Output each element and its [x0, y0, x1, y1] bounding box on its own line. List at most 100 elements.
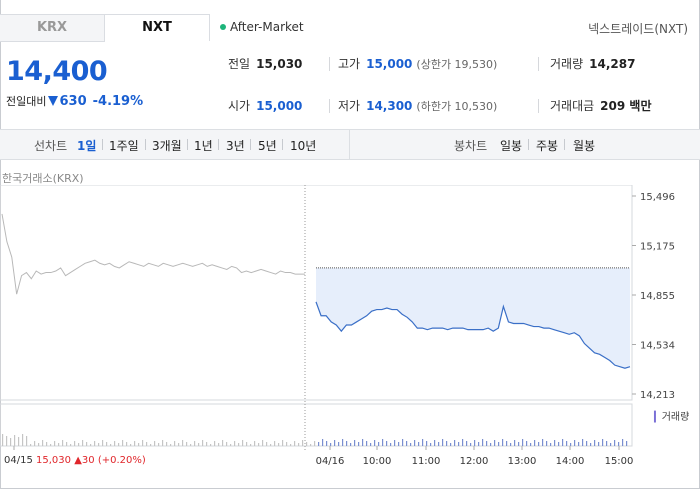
volume-bar — [286, 442, 288, 446]
tab-krx[interactable]: KRX — [0, 14, 105, 42]
volume-bar — [174, 441, 176, 446]
volume-bar — [90, 444, 92, 446]
volume-bar — [66, 442, 68, 446]
volume-bar — [358, 442, 360, 446]
volume-bar — [262, 440, 264, 446]
volume-bar — [338, 442, 340, 446]
volume-bar — [530, 443, 532, 446]
footer-info: 04/15 15,030 ▲30 (+0.20%) — [4, 455, 146, 466]
volume-bar — [506, 441, 508, 446]
volume-bar — [450, 443, 452, 446]
volume-bar — [562, 439, 564, 446]
change-amount: 630 — [59, 94, 87, 109]
volume-bar — [102, 440, 104, 446]
volume-bar — [598, 442, 600, 446]
volume-bar — [178, 443, 180, 446]
footer-price: 15,030 — [36, 455, 72, 466]
volume-bar — [406, 441, 408, 446]
volume-bar — [410, 443, 412, 446]
y-tick-label: 14,855 — [640, 291, 675, 302]
volume-bar — [246, 442, 248, 446]
volume-bar — [130, 444, 132, 446]
volume-bar — [94, 441, 96, 446]
volume-bar — [138, 443, 140, 446]
volume-bar — [350, 443, 352, 446]
volume-bar — [594, 440, 596, 446]
volume-bar — [258, 443, 260, 446]
volume-bar — [534, 440, 536, 446]
volume-bar — [206, 442, 208, 446]
volume-bar — [10, 438, 12, 446]
volume-bar — [362, 439, 364, 446]
volume-bar — [614, 440, 616, 446]
volume-bar — [574, 440, 576, 446]
volume-bar — [558, 442, 560, 446]
price-change: 전일대비 630 -4.19% — [6, 93, 143, 109]
y-tick-label: 15,175 — [640, 242, 675, 253]
volume-bar — [586, 441, 588, 446]
volume-bar — [198, 443, 200, 446]
volume-bar — [590, 443, 592, 446]
period-3y[interactable]: 3년 — [226, 139, 245, 153]
status-dot-icon — [220, 24, 226, 30]
session-label: After-Market — [230, 20, 304, 34]
x-tick-label: 12:00 — [460, 456, 489, 467]
session-status: After-Market — [220, 20, 304, 34]
volume-bar — [194, 441, 196, 446]
volume-bar — [498, 442, 500, 446]
change-percent: -4.19% — [92, 94, 144, 109]
volume-bar — [58, 443, 60, 446]
change-label: 전일대비 — [6, 95, 47, 108]
volume-bar — [122, 440, 124, 446]
x-tick-label: 10:00 — [363, 456, 392, 467]
volume-bar — [458, 442, 460, 446]
volume-bar — [606, 441, 608, 446]
period-1y[interactable]: 1년 — [194, 139, 213, 153]
volume-bar — [470, 443, 472, 446]
volume-bar — [234, 441, 236, 446]
volume-bar — [242, 440, 244, 446]
volume-bar — [250, 444, 252, 446]
volume-bar — [290, 444, 292, 446]
stat-volume: 거래량 14,287 — [550, 57, 636, 71]
period-1d[interactable]: 1일 — [77, 139, 97, 153]
volume-bar — [82, 440, 84, 446]
volume-bar — [202, 440, 204, 446]
period-10y[interactable]: 10년 — [290, 139, 317, 153]
stat-open: 시가 15,000 — [228, 99, 303, 113]
volume-bar — [62, 440, 64, 446]
period-5y[interactable]: 5년 — [258, 139, 277, 153]
candle-weekly[interactable]: 주봉 — [536, 139, 559, 153]
volume-bar — [490, 443, 492, 446]
candle-monthly[interactable]: 월봉 — [573, 139, 596, 153]
market-title: 넥스트레이드(NXT) — [588, 22, 688, 36]
period-3m[interactable]: 3개월 — [152, 139, 182, 153]
tab-nxt[interactable]: NXT — [104, 14, 210, 41]
volume-bar — [106, 442, 108, 446]
volume-bar — [6, 436, 8, 446]
volume-bar — [214, 441, 216, 446]
x-tick-label: 14:00 — [556, 456, 585, 467]
volume-bar — [486, 441, 488, 446]
volume-bar — [266, 442, 268, 446]
period-1w[interactable]: 1주일 — [109, 139, 139, 153]
volume-bar — [366, 441, 368, 446]
volume-bar — [50, 444, 52, 446]
candle-chart-label: 봉차트 — [454, 139, 488, 153]
volume-bar — [502, 439, 504, 446]
stat-prev-close: 전일 15,030 — [228, 57, 303, 71]
volume-bar — [514, 440, 516, 446]
volume-bar — [418, 442, 420, 446]
volume-bar — [430, 443, 432, 446]
x-tick-label: 11:00 — [412, 456, 441, 467]
volume-bar — [482, 439, 484, 446]
footer-percent: (+0.20%) — [97, 455, 146, 466]
volume-bar — [346, 441, 348, 446]
volume-bar — [582, 439, 584, 446]
candle-daily[interactable]: 일봉 — [500, 139, 523, 153]
volume-bar — [566, 441, 568, 446]
volume-bar — [442, 439, 444, 446]
volume-bar — [438, 442, 440, 446]
volume-bar — [270, 444, 272, 446]
volume-bar — [378, 442, 380, 446]
